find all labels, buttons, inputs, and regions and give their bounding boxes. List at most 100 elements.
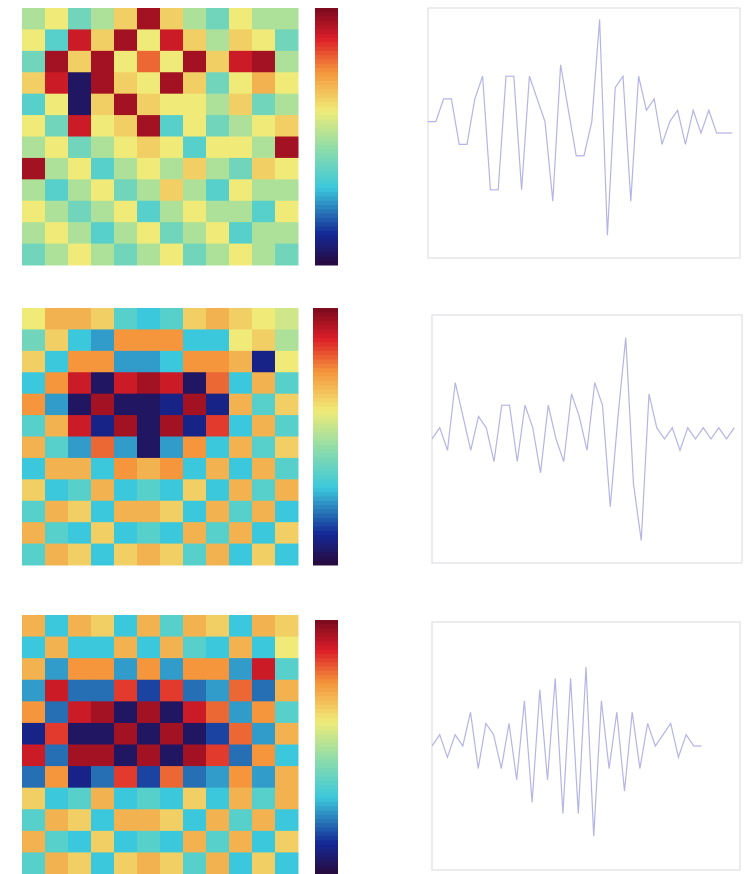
colorbar-segment [315, 696, 338, 701]
heatmap-cell [114, 222, 138, 245]
heatmap-cell [114, 809, 138, 832]
colorbar-segment [315, 632, 338, 638]
colorbar-segment [315, 793, 338, 799]
colorbar-segment [313, 337, 338, 343]
heatmap-cell [45, 787, 69, 810]
heatmap-cell [45, 615, 69, 638]
heatmap-cell [206, 522, 230, 545]
colorbar-segment [315, 230, 338, 236]
colorbar-segment [313, 346, 338, 352]
heatmap-cell [91, 157, 115, 180]
heatmap-cell [68, 415, 92, 437]
heatmap-cell [252, 543, 276, 566]
heatmap-cell [229, 636, 253, 659]
colorbar-segment [313, 312, 338, 318]
colorbar-segment [315, 814, 338, 820]
heatmap-cell [91, 722, 115, 745]
heatmap-cell [137, 8, 161, 30]
heatmap-cell [206, 308, 230, 330]
heatmap-cell [160, 415, 184, 437]
heatmap-cell [160, 179, 184, 202]
heatmap-cell [68, 766, 92, 789]
heatmap-cell [160, 350, 184, 373]
colorbar-segment [313, 376, 338, 382]
colorbar-segment [315, 869, 338, 874]
heatmap-cell [160, 115, 184, 137]
colorbar-segment [315, 50, 338, 56]
colorbar-segment [315, 679, 338, 684]
colorbar-segment [315, 785, 338, 790]
heatmap-cell [137, 372, 161, 395]
colorbar-segment [315, 658, 338, 663]
heatmap-cell [229, 701, 253, 724]
colorbar-segment [315, 110, 338, 116]
colorbar-segment [315, 93, 338, 99]
heatmap-cell [114, 636, 138, 659]
heatmap-cell [275, 522, 299, 545]
heatmap-cell [275, 157, 299, 180]
colorbar-segment [313, 517, 338, 523]
heatmap-cell [275, 679, 299, 702]
colorbar-segment [315, 865, 338, 871]
colorbar-segment [315, 751, 338, 756]
colorbar-segment [315, 645, 338, 651]
colorbar-segment [315, 209, 338, 215]
heatmap-cell [252, 457, 276, 480]
heatmap-cell [114, 679, 138, 702]
heatmap-cell [229, 522, 253, 545]
heatmap-cell [206, 329, 230, 352]
heatmap-cell [275, 543, 299, 566]
heatmap-cell [252, 479, 276, 502]
heatmap-cell [160, 744, 184, 767]
colorbar-segment [315, 840, 338, 845]
heatmap-cell [114, 72, 138, 95]
heatmap-cell [252, 179, 276, 202]
heatmap-cell [229, 658, 253, 681]
colorbar-segment [315, 675, 338, 680]
heatmap-cell [114, 157, 138, 180]
heatmap-cell [183, 636, 207, 659]
colorbar-segment [313, 470, 338, 476]
heatmap-cell [68, 72, 92, 95]
heatmap-cell [183, 72, 207, 95]
heatmap-cell [45, 679, 69, 702]
colorbar-segment [313, 475, 338, 480]
heatmap-cell [252, 308, 276, 330]
colorbar-segment [315, 226, 338, 232]
heatmap-cell [160, 722, 184, 745]
heatmap-cell [91, 766, 115, 789]
heatmap-cell [252, 852, 276, 874]
colorbar-segment [313, 372, 338, 378]
colorbar-segment [315, 725, 338, 731]
heatmap-cell [206, 72, 230, 95]
heatmap-cell [45, 500, 69, 523]
heatmap-cell [160, 615, 184, 638]
heatmap-cell [275, 179, 299, 202]
heatmap-cell [229, 93, 253, 116]
colorbar-segment [315, 119, 338, 125]
colorbar-segment [315, 67, 338, 73]
heatmap-cell [45, 436, 69, 459]
colorbar-segment [315, 780, 338, 786]
heatmap-cell [45, 115, 69, 137]
heatmap-cell [68, 787, 92, 810]
heatmap-cell [22, 72, 46, 95]
heatmap-cell [45, 200, 69, 223]
colorbar-segment [315, 33, 338, 39]
heatmap-cell [45, 766, 69, 789]
heatmap-cell [137, 436, 161, 459]
colorbar-segment [313, 427, 338, 433]
heatmap-cell [275, 8, 299, 30]
colorbar-segment [313, 415, 338, 420]
colorbar-segment [315, 700, 338, 706]
colorbar-segment [315, 55, 338, 60]
colorbar-segment [315, 806, 338, 811]
colorbar-segment [315, 196, 338, 202]
heatmap-cell [114, 329, 138, 352]
heatmap-cell [45, 522, 69, 545]
colorbar-segment [315, 810, 338, 816]
heatmap-cell [183, 701, 207, 724]
heatmap-cell [114, 243, 138, 266]
colorbar-segment [315, 827, 338, 833]
heatmap-cell [252, 787, 276, 810]
